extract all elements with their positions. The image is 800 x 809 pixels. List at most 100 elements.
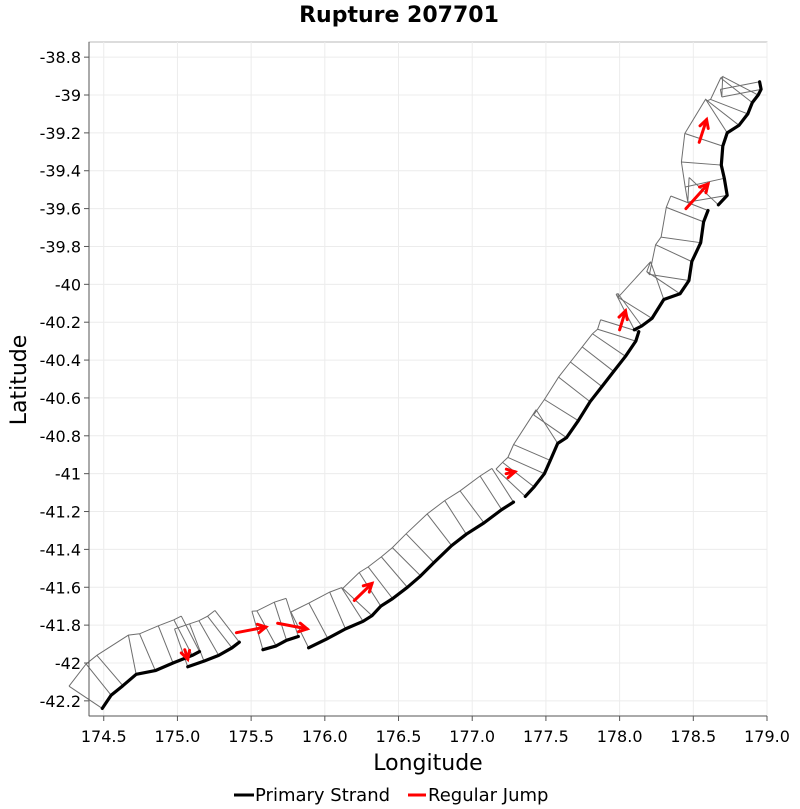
x-tick-label: 175.0: [155, 727, 201, 746]
y-tick-label: -41.6: [40, 578, 81, 597]
patch-divider: [544, 399, 579, 422]
patch-divider: [710, 98, 749, 115]
legend: Primary Strand Regular Jump: [234, 785, 548, 806]
x-axis-label: Longitude: [373, 751, 482, 776]
y-tick-label: -41.8: [40, 616, 81, 635]
regular-jump-arrow: [234, 622, 269, 635]
patch-divider: [256, 610, 277, 647]
y-tick-label: -39.4: [40, 162, 81, 181]
patch-divider: [285, 598, 299, 637]
patch-divider: [68, 685, 103, 709]
y-tick-label: -40.6: [40, 389, 81, 408]
y-axis-label: Latitude: [7, 335, 32, 426]
y-tick-label: -39.6: [40, 200, 81, 219]
y-tick-label: -42: [55, 654, 81, 673]
regular-jump-series: [179, 116, 711, 663]
regular-jump-arrow: [352, 581, 375, 603]
y-tick-label: -40.4: [40, 351, 81, 370]
patch-top-edge: [615, 195, 672, 299]
jump-arrowhead: [504, 467, 519, 480]
patch-divider: [558, 376, 591, 403]
patch-divider: [705, 98, 728, 134]
x-tick-label: 178.5: [670, 727, 716, 746]
primary-strand-segment: [186, 640, 241, 669]
patch-divider: [341, 587, 364, 622]
patch-top-edge: [251, 597, 287, 612]
jump-shaft: [618, 309, 628, 332]
jump-shaft: [684, 182, 710, 211]
regular-jump-arrow: [276, 621, 311, 634]
patch-divider: [649, 273, 689, 282]
patch-divider: [502, 461, 535, 488]
patch-divider: [198, 620, 220, 656]
y-tick-label: -41.2: [40, 503, 81, 522]
jump-arrowhead: [361, 581, 375, 594]
patch-divider: [655, 244, 693, 263]
patch-top-edge: [174, 610, 216, 630]
legend-label-primary-strand: Primary Strand: [255, 785, 390, 806]
patch-divider: [592, 333, 626, 357]
jump-arrowhead: [179, 648, 192, 663]
patch-divider: [685, 177, 725, 188]
primary-strand-segment: [307, 500, 516, 650]
patch-divider: [96, 655, 124, 687]
patch-divider: [513, 444, 551, 461]
primary-strand-segment: [523, 330, 641, 498]
patch-divider: [139, 633, 156, 671]
patch-divider: [688, 177, 719, 206]
patch-divider: [570, 361, 603, 387]
patch-divider: [444, 500, 467, 535]
regular-jump-arrow: [684, 181, 711, 211]
patch-divider: [533, 414, 567, 439]
jump-shaft: [234, 625, 268, 635]
patch-divider: [479, 475, 503, 510]
patch-divider: [127, 635, 137, 675]
patch-divider: [342, 587, 373, 617]
x-tick-label: 178.0: [597, 727, 643, 746]
jump-shaft: [276, 621, 309, 631]
y-tick-label: -40: [55, 275, 81, 294]
regular-jump-arrow: [179, 648, 192, 663]
jump-arrowhead: [617, 307, 629, 322]
patch-divider: [392, 547, 421, 577]
primary-strand-segment: [261, 634, 300, 652]
jump-arrowhead: [255, 622, 269, 635]
patch-divider: [308, 602, 329, 639]
patch-divider: [459, 490, 485, 524]
chart-title: Rupture 207701: [299, 3, 499, 28]
patch-divider: [180, 615, 200, 652]
x-tick-label: 174.5: [81, 727, 127, 746]
patch-divider: [650, 261, 665, 300]
y-tick-label: -38.8: [40, 48, 81, 67]
y-tick-label: -40.8: [40, 427, 81, 446]
patch-divider: [426, 513, 452, 546]
primary-strand-segment: [632, 208, 710, 332]
y-tick-label: -39: [55, 86, 81, 105]
x-tick-label: 176.5: [376, 727, 422, 746]
patch-divider: [684, 132, 723, 147]
patch-divider: [720, 77, 753, 103]
grid: [89, 42, 768, 716]
y-tick-label: -41: [55, 465, 81, 484]
jump-arrowhead: [698, 181, 711, 195]
x-tick-label: 176.0: [302, 727, 348, 746]
y-tick-label: -41.4: [40, 540, 81, 559]
patch-divider: [273, 602, 287, 641]
x-tick-label: 175.5: [228, 727, 274, 746]
patch-divider: [666, 206, 704, 223]
primary-strand-segment: [716, 80, 763, 207]
patch-divider: [535, 409, 559, 444]
regular-jump-arrow: [617, 307, 629, 332]
y-tick-label: -42.2: [40, 692, 81, 711]
regular-jump-arrow: [504, 467, 519, 480]
patch-divider: [85, 663, 112, 696]
y-tick-label: -39.8: [40, 237, 81, 256]
jump-shaft: [697, 118, 709, 144]
patch-divider: [405, 533, 435, 563]
patch-divider: [491, 468, 514, 503]
y-tick-label: -40.2: [40, 313, 81, 332]
patch-divider: [721, 88, 762, 98]
patch-divider: [495, 468, 526, 497]
patch-divider: [189, 623, 205, 662]
